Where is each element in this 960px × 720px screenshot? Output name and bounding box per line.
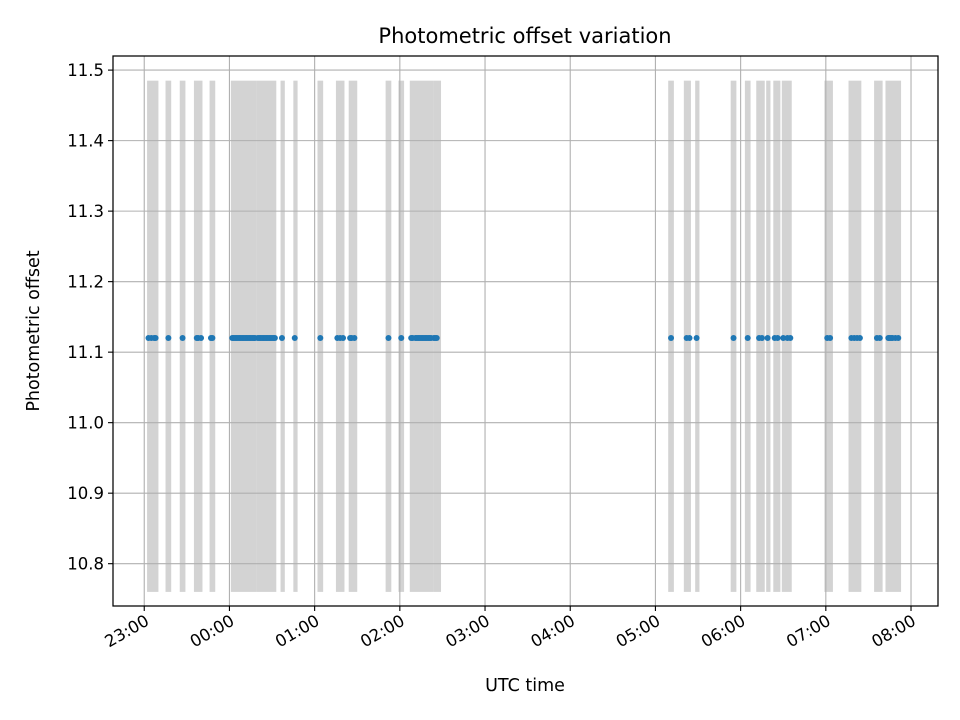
y-tick-label: 11.0 [67,414,104,433]
data-point [165,335,172,342]
data-point [764,335,771,342]
data-point [730,335,737,342]
plot-frame [112,55,939,607]
data-point [433,335,440,342]
data-point [758,335,765,342]
y-tick-label: 10.9 [67,484,104,503]
data-point [876,335,883,342]
data-points [145,335,902,342]
data-point [340,335,347,342]
y-tick-label: 11.1 [67,343,104,362]
data-point [152,335,159,342]
y-tick-label: 11.5 [67,61,104,80]
x-axis-label: UTC time [485,676,565,696]
data-point [856,335,863,342]
data-point [271,335,278,342]
y-tick-label: 11.3 [67,202,104,221]
data-point [398,335,405,342]
data-point [787,335,794,342]
data-point [385,335,392,342]
grid-lines [113,56,938,606]
data-point [744,335,751,342]
data-point [780,335,787,342]
y-tick-label: 11.4 [67,132,104,151]
y-axis-ticks: 10.8 10.9 11.0 11.1 11.2 11.3 11.4 11.5 [67,61,113,574]
data-point [351,335,358,342]
data-point [668,335,675,342]
data-point [317,335,324,342]
data-point [693,335,700,342]
y-tick-label: 10.8 [67,555,104,574]
chart-title: Photometric offset variation [378,24,671,48]
data-point [278,335,285,342]
data-point [198,335,205,342]
data-point [895,335,902,342]
data-point [774,335,781,342]
data-point [209,335,216,342]
data-point [686,335,693,342]
data-point [291,335,298,342]
y-axis-label: Photometric offset [24,250,44,411]
y-tick-label: 11.2 [67,273,104,292]
data-point [827,335,834,342]
data-point [179,335,186,342]
